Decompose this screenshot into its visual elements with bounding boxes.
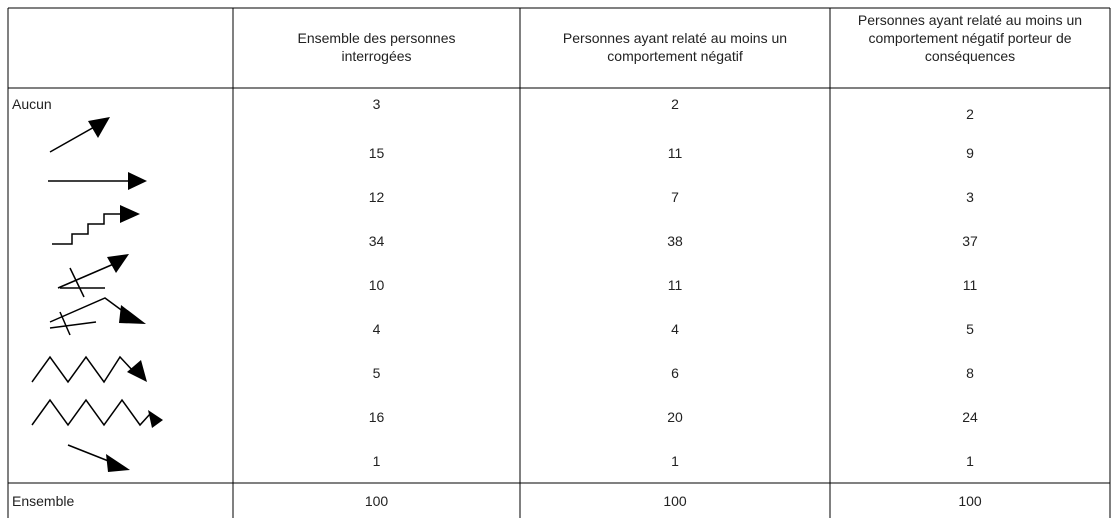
- cell-value: 38: [667, 233, 683, 249]
- cell-value: 8: [966, 365, 974, 381]
- column-header: Ensemble des personnes interrogées: [297, 30, 456, 64]
- cell-value: 2: [966, 106, 974, 122]
- row-label: Aucun: [12, 96, 52, 112]
- cell-value: 15: [368, 145, 385, 161]
- cell-value: 1: [671, 453, 679, 469]
- cell-value: 1: [966, 453, 974, 469]
- icon-stairs: [52, 205, 140, 245]
- total-value: 100: [663, 493, 687, 509]
- cell-value: 34: [368, 233, 385, 249]
- cell-value: 12: [368, 189, 385, 205]
- cell-value: 11: [667, 145, 683, 161]
- total-label: Ensemble: [12, 493, 75, 509]
- cell-value: 11: [962, 277, 978, 293]
- icon-flat: [48, 172, 147, 190]
- cell-value: 4: [671, 321, 679, 337]
- cell-value: 6: [671, 365, 679, 381]
- total-value: 100: [364, 493, 389, 509]
- cell-value: 1: [372, 453, 381, 469]
- cell-value: 11: [667, 277, 683, 293]
- icon-falling: [67, 444, 130, 472]
- cell-value: 5: [966, 321, 974, 337]
- cell-value: 24: [962, 409, 978, 425]
- total-value: 100: [958, 493, 982, 509]
- cell-value: 16: [368, 409, 385, 425]
- cell-value: 37: [962, 233, 978, 249]
- icon-long-zigzag: [31, 398, 163, 428]
- cell-value: 3: [966, 189, 974, 205]
- cell-value: 20: [667, 409, 683, 425]
- cell-value: 4: [372, 321, 381, 337]
- cell-value: 7: [671, 189, 679, 205]
- column-header: Personnes ayant relaté au moins un compo…: [562, 30, 788, 64]
- column-header: Personnes ayant relaté au moins un compo…: [857, 12, 1083, 64]
- icon-crossed-falling: [49, 297, 146, 336]
- cell-value: 2: [671, 96, 679, 112]
- cell-value: 10: [368, 277, 385, 293]
- icon-zigzag: [31, 355, 147, 384]
- cell-value: 9: [966, 145, 974, 161]
- icon-crossed-rising: [57, 254, 129, 298]
- cell-value: 5: [372, 365, 381, 381]
- icon-rising: [49, 117, 110, 153]
- cell-value: 3: [372, 96, 381, 112]
